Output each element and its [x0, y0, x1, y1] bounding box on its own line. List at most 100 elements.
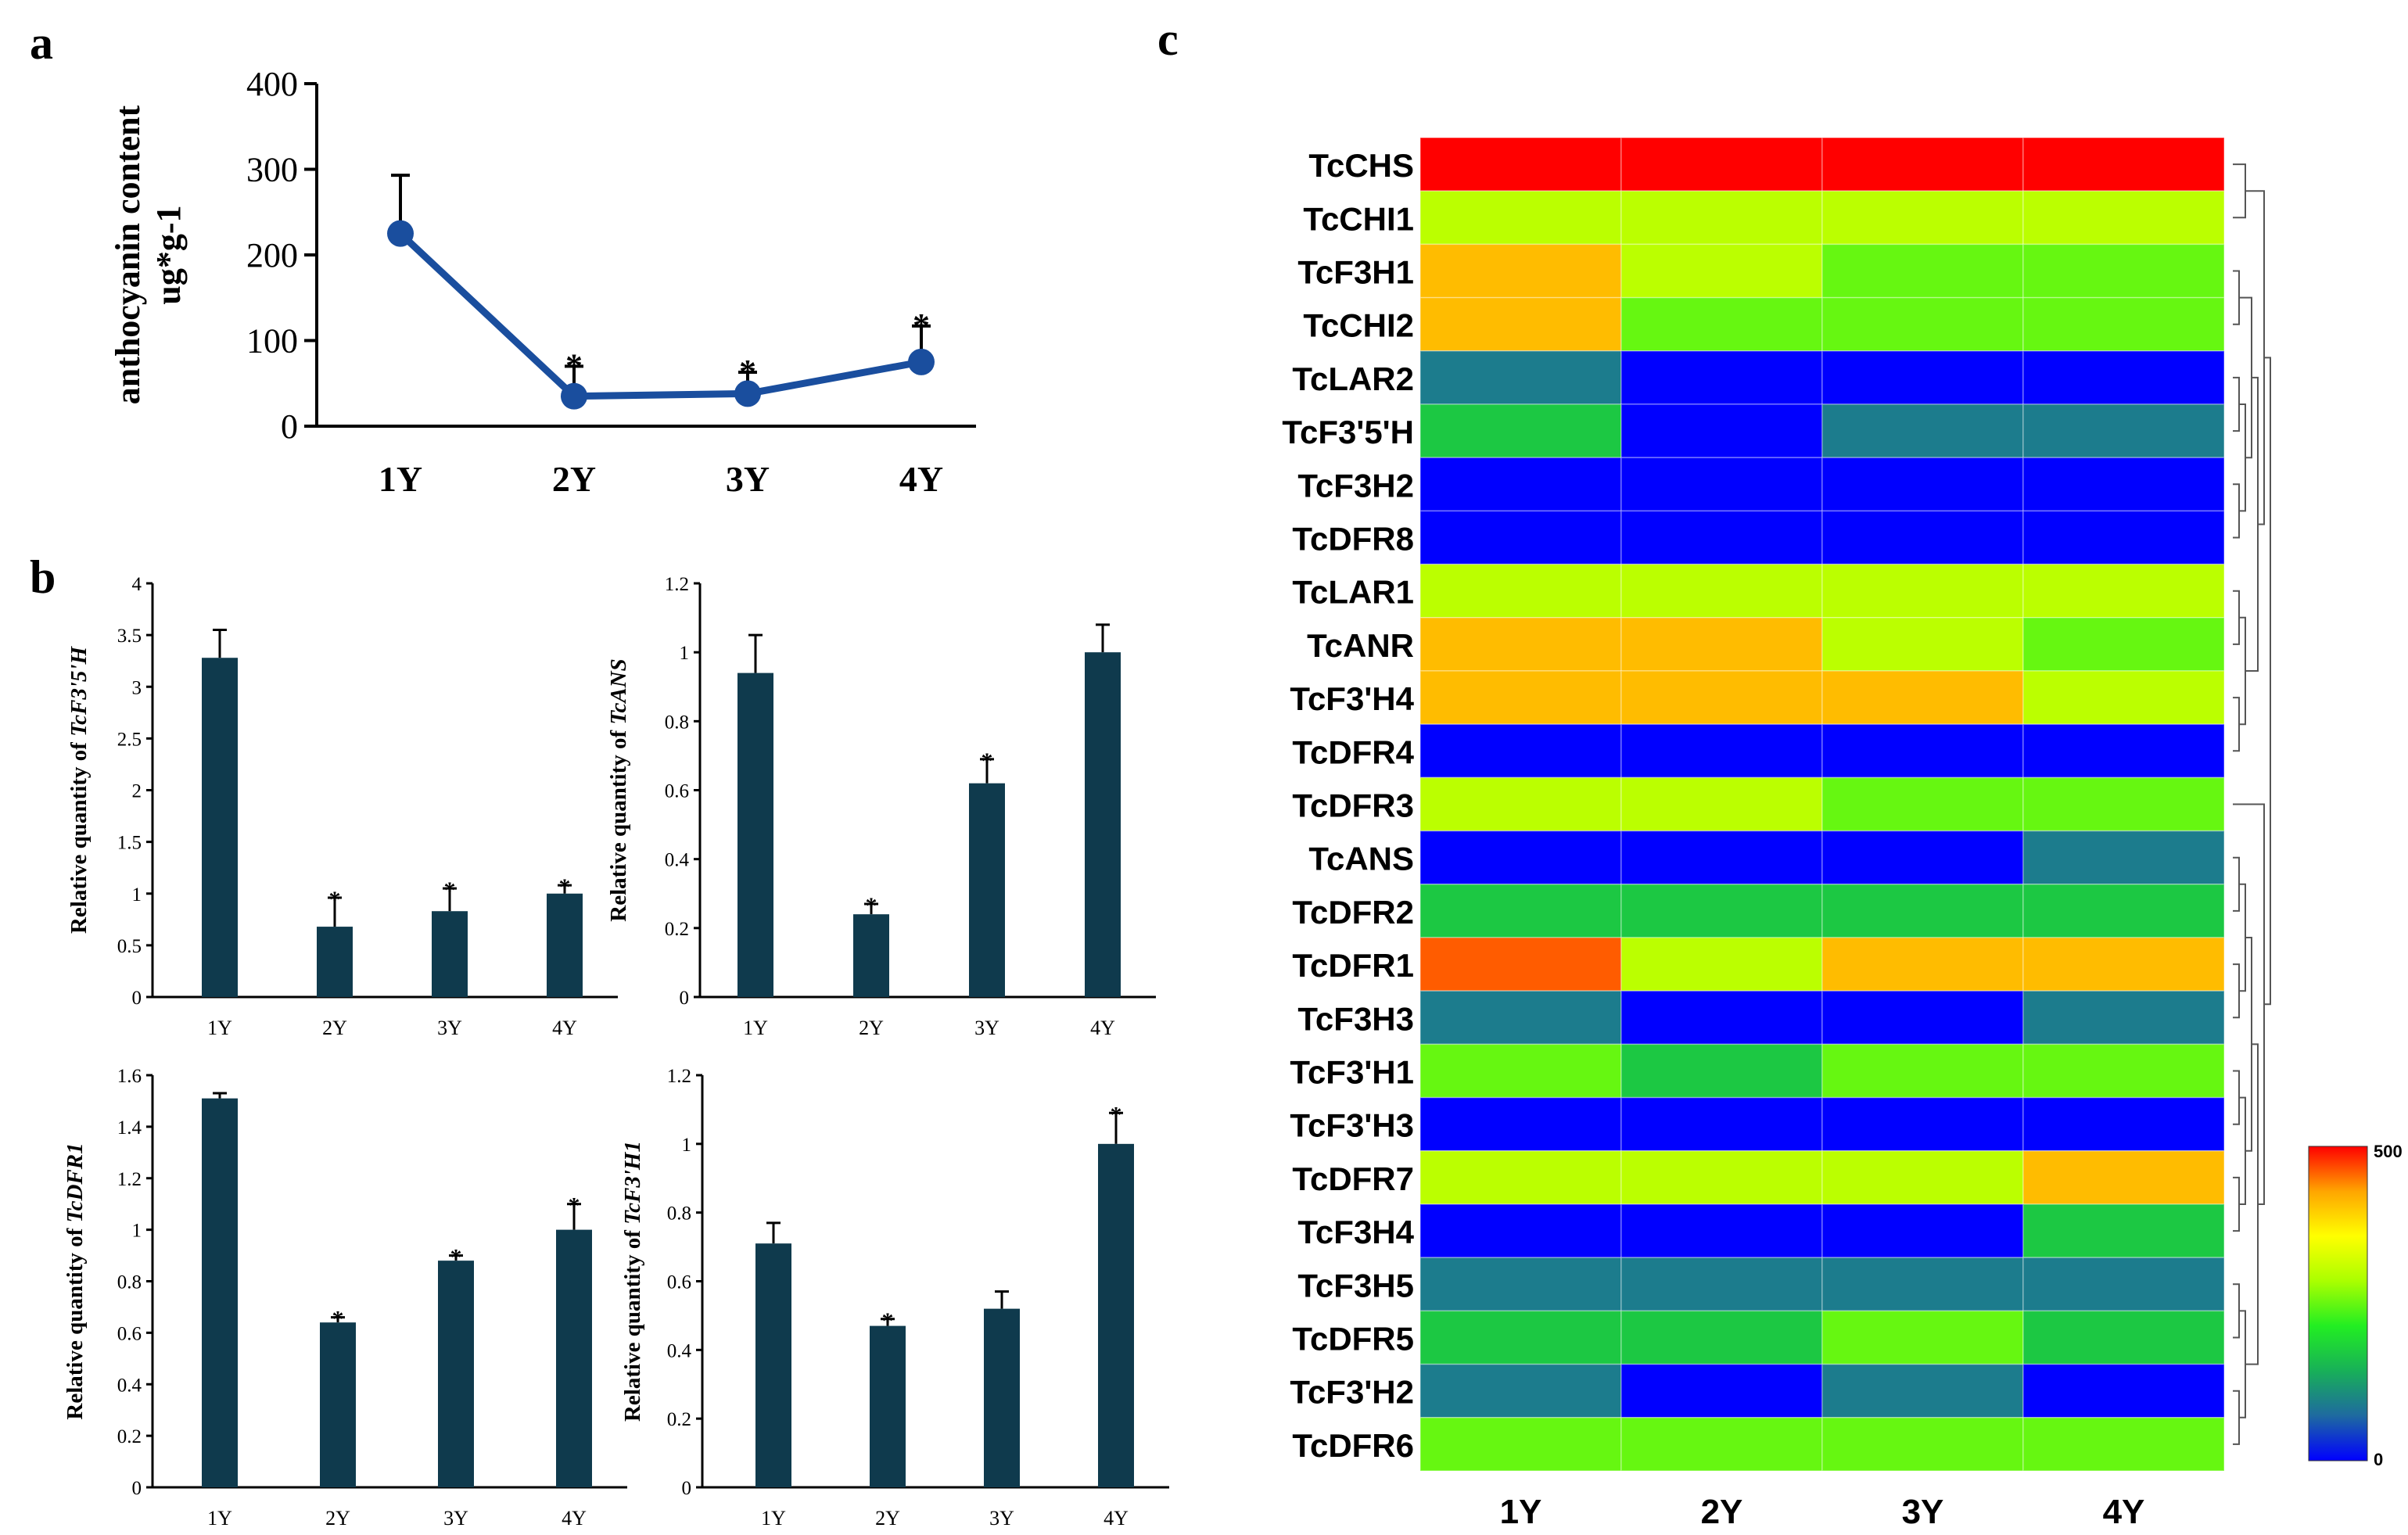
bar: [438, 1261, 474, 1487]
heatmap-cell: [1821, 1310, 2024, 1365]
heatmap-cell: [1821, 1096, 2024, 1152]
heatmap-cell: [2022, 403, 2225, 458]
bar: [202, 1098, 238, 1487]
heatmap-row-label: TcDFR1: [1292, 947, 1414, 984]
heatmap-cell: [1620, 1203, 1823, 1258]
heatmap-row-label: TcF3H5: [1297, 1267, 1414, 1304]
x-tick-label: 3Y: [974, 1017, 999, 1039]
heatmap-cell: [1419, 350, 1622, 405]
heatmap-cell: [1821, 563, 2024, 619]
heatmap-cell: [1821, 243, 2024, 299]
y-tick-label: 1.6: [117, 1066, 142, 1087]
heatmap-cell: [1620, 1417, 1823, 1472]
dendrogram-branch: [2233, 590, 2240, 645]
heatmap-cell: [1620, 884, 1823, 938]
heatmap-cell: [2022, 1150, 2225, 1205]
bar: [432, 911, 468, 997]
y-tick-label: 1: [682, 1135, 692, 1156]
heatmap-cell: [2022, 137, 2225, 192]
series-line: [397, 231, 922, 400]
heatmap-cell: [1419, 1203, 1622, 1258]
data-point: [908, 348, 935, 375]
y-tick-label: 0.2: [667, 1409, 691, 1430]
y-tick-label: 0: [132, 988, 142, 1009]
heatmap-row-label: TcCHI2: [1303, 307, 1414, 344]
bar-chart-tcdfr1: 0 0.2 0.4 0.6 0.8 1 1.2 1.4 1.6 1Y * 2Y * 3Y * 4Y Relati…: [63, 1066, 627, 1530]
heatmap-row-label: TcF3'H4: [1290, 680, 1414, 717]
heatmap-cell: [1419, 617, 1622, 672]
y-tick-label: 0: [680, 988, 690, 1009]
y-axis-label-gene: TcDFR1: [63, 1142, 88, 1222]
y-tick-label: 0.6: [665, 781, 689, 802]
y-tick-label: 300: [246, 151, 298, 189]
heatmap-cell: [1821, 1257, 2024, 1312]
colorbar-max-label: 500: [2374, 1142, 2403, 1161]
heatmap-cell: [1821, 350, 2024, 405]
heatmap-cell: [2022, 1203, 2225, 1258]
heatmap-row-label: TcANS: [1308, 841, 1414, 877]
significance-marker: *: [739, 353, 756, 391]
y-axis-label: Relative quantity of TcANS: [606, 658, 631, 921]
heatmap-cell: [1620, 776, 1823, 832]
heatmap-cell: [1620, 563, 1823, 619]
heatmap-cell: [1419, 884, 1622, 938]
heatmap-cell: [1821, 776, 2024, 832]
data-point: [734, 380, 761, 407]
heatmap-cell: [2022, 190, 2225, 246]
x-tick-label: 4Y: [552, 1017, 577, 1039]
x-tick-label: 2Y: [875, 1507, 900, 1530]
x-tick-label: 2Y: [859, 1017, 884, 1039]
heatmap-row-label: TcF3H3: [1297, 1000, 1414, 1037]
dendrogram-branch: [2245, 190, 2265, 525]
heatmap-cell: [1419, 190, 1622, 246]
heatmap-cell: [2022, 617, 2225, 672]
heatmap-cell: [1419, 670, 1622, 725]
x-tick-label: 4Y: [899, 459, 943, 499]
heatmap-cell: [1620, 190, 1823, 246]
heatmap-cell: [2022, 1310, 2225, 1365]
y-axis-label-prefix: Relative quantity of: [606, 725, 631, 922]
heatmap-cell: [1821, 190, 2024, 246]
heatmap-cell: [1620, 670, 1823, 725]
bar: [755, 1243, 791, 1487]
heatmap-cell: [2022, 670, 2225, 725]
heatmap-row-label: TcDFR2: [1292, 894, 1414, 931]
heatmap-cell: [1419, 1150, 1622, 1205]
heatmap-cell: [1620, 1310, 1823, 1365]
x-tick-label: 4Y: [1104, 1507, 1129, 1530]
panel-label-c: c: [1157, 13, 1179, 65]
heatmap-column-label: 2Y: [1701, 1493, 1743, 1531]
heatmap-row-label: TcDFR4: [1292, 733, 1414, 770]
heatmap-cell: [1821, 1150, 2024, 1205]
heatmap-cell: [1620, 296, 1823, 352]
y-tick-label: 0.8: [667, 1203, 691, 1225]
heatmap-row-label: TcF3H1: [1297, 254, 1414, 291]
heatmap-cell: [1419, 1310, 1622, 1365]
dendrogram-branch: [2239, 616, 2246, 726]
dendrogram-branch: [2233, 963, 2240, 1019]
heatmap-cell: [1419, 723, 1622, 779]
heatmap-cell: [1419, 1363, 1622, 1418]
significance-marker: *: [982, 748, 993, 774]
y-tick-label: 1.2: [117, 1169, 142, 1190]
dendrogram-branch: [2233, 1070, 2240, 1125]
dendrogram-branch: [2239, 403, 2246, 512]
bar-chart-tcans: 0 0.2 0.4 0.6 0.8 1 1.2 1Y * 2Y * 3Y 4Y Relative quan…: [606, 574, 1156, 1039]
dendrogram-branch: [2239, 883, 2246, 992]
data-point: [561, 382, 587, 410]
y-tick-label: 0.6: [117, 1323, 142, 1344]
y-tick-label: 1: [132, 884, 142, 906]
colorbar: [2308, 1146, 2368, 1461]
heatmap-cell: [1620, 1257, 1823, 1312]
heatmap-cell: [2022, 723, 2225, 779]
heatmap-cell: [2022, 1417, 2225, 1472]
y-tick-label: 1: [680, 643, 690, 664]
significance-marker: *: [450, 1245, 462, 1271]
heatmap-cell: [2022, 350, 2225, 405]
dendrogram-branch: [2233, 483, 2240, 539]
heatmap-row-label: TcF3'H1: [1290, 1054, 1414, 1091]
heatmap-cell: [1821, 1363, 2024, 1418]
heatmap-cell: [1419, 296, 1622, 352]
heatmap-cell: [2022, 1257, 2225, 1312]
x-tick-label: 1Y: [743, 1017, 768, 1039]
